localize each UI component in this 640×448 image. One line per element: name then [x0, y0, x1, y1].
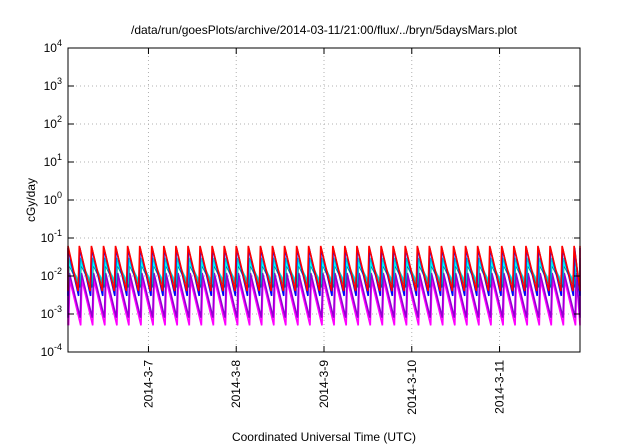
y-tick-label: 10-1 [41, 228, 62, 245]
y-axis-label: cGy/day [24, 178, 38, 222]
y-tick-label: 102 [44, 114, 62, 131]
y-tick-label: 100 [44, 190, 62, 207]
y-tick-label: 10-2 [41, 266, 62, 283]
y-tick-label: 10-4 [41, 342, 62, 359]
x-axis-label: Coordinated Universal Time (UTC) [232, 430, 416, 444]
y-tick-label: 101 [44, 152, 62, 169]
y-tick-label: 10-3 [41, 304, 62, 321]
x-tick-label: 2014-3-10 [405, 360, 419, 415]
series-line [67, 272, 581, 318]
y-tick-label: 104 [44, 38, 62, 55]
y-axis: 10-4 10-3 10-2 10-1 100 101 102 103 104 [41, 38, 580, 359]
x-tick-label: 2014-3-9 [317, 360, 331, 408]
y-tick-label: 103 [44, 76, 62, 93]
x-tick-label: 2014-3-7 [141, 360, 155, 408]
series-group [67, 245, 581, 326]
series-line [67, 245, 581, 292]
chart-title: /data/run/goesPlots/archive/2014-03-11/2… [131, 23, 518, 37]
x-axis: 2014-3-7 2014-3-8 2014-3-9 2014-3-10 2014-3-… [141, 48, 507, 415]
x-tick-label: 2014-3-11 [493, 360, 507, 414]
x-tick-label: 2014-3-8 [229, 360, 243, 408]
